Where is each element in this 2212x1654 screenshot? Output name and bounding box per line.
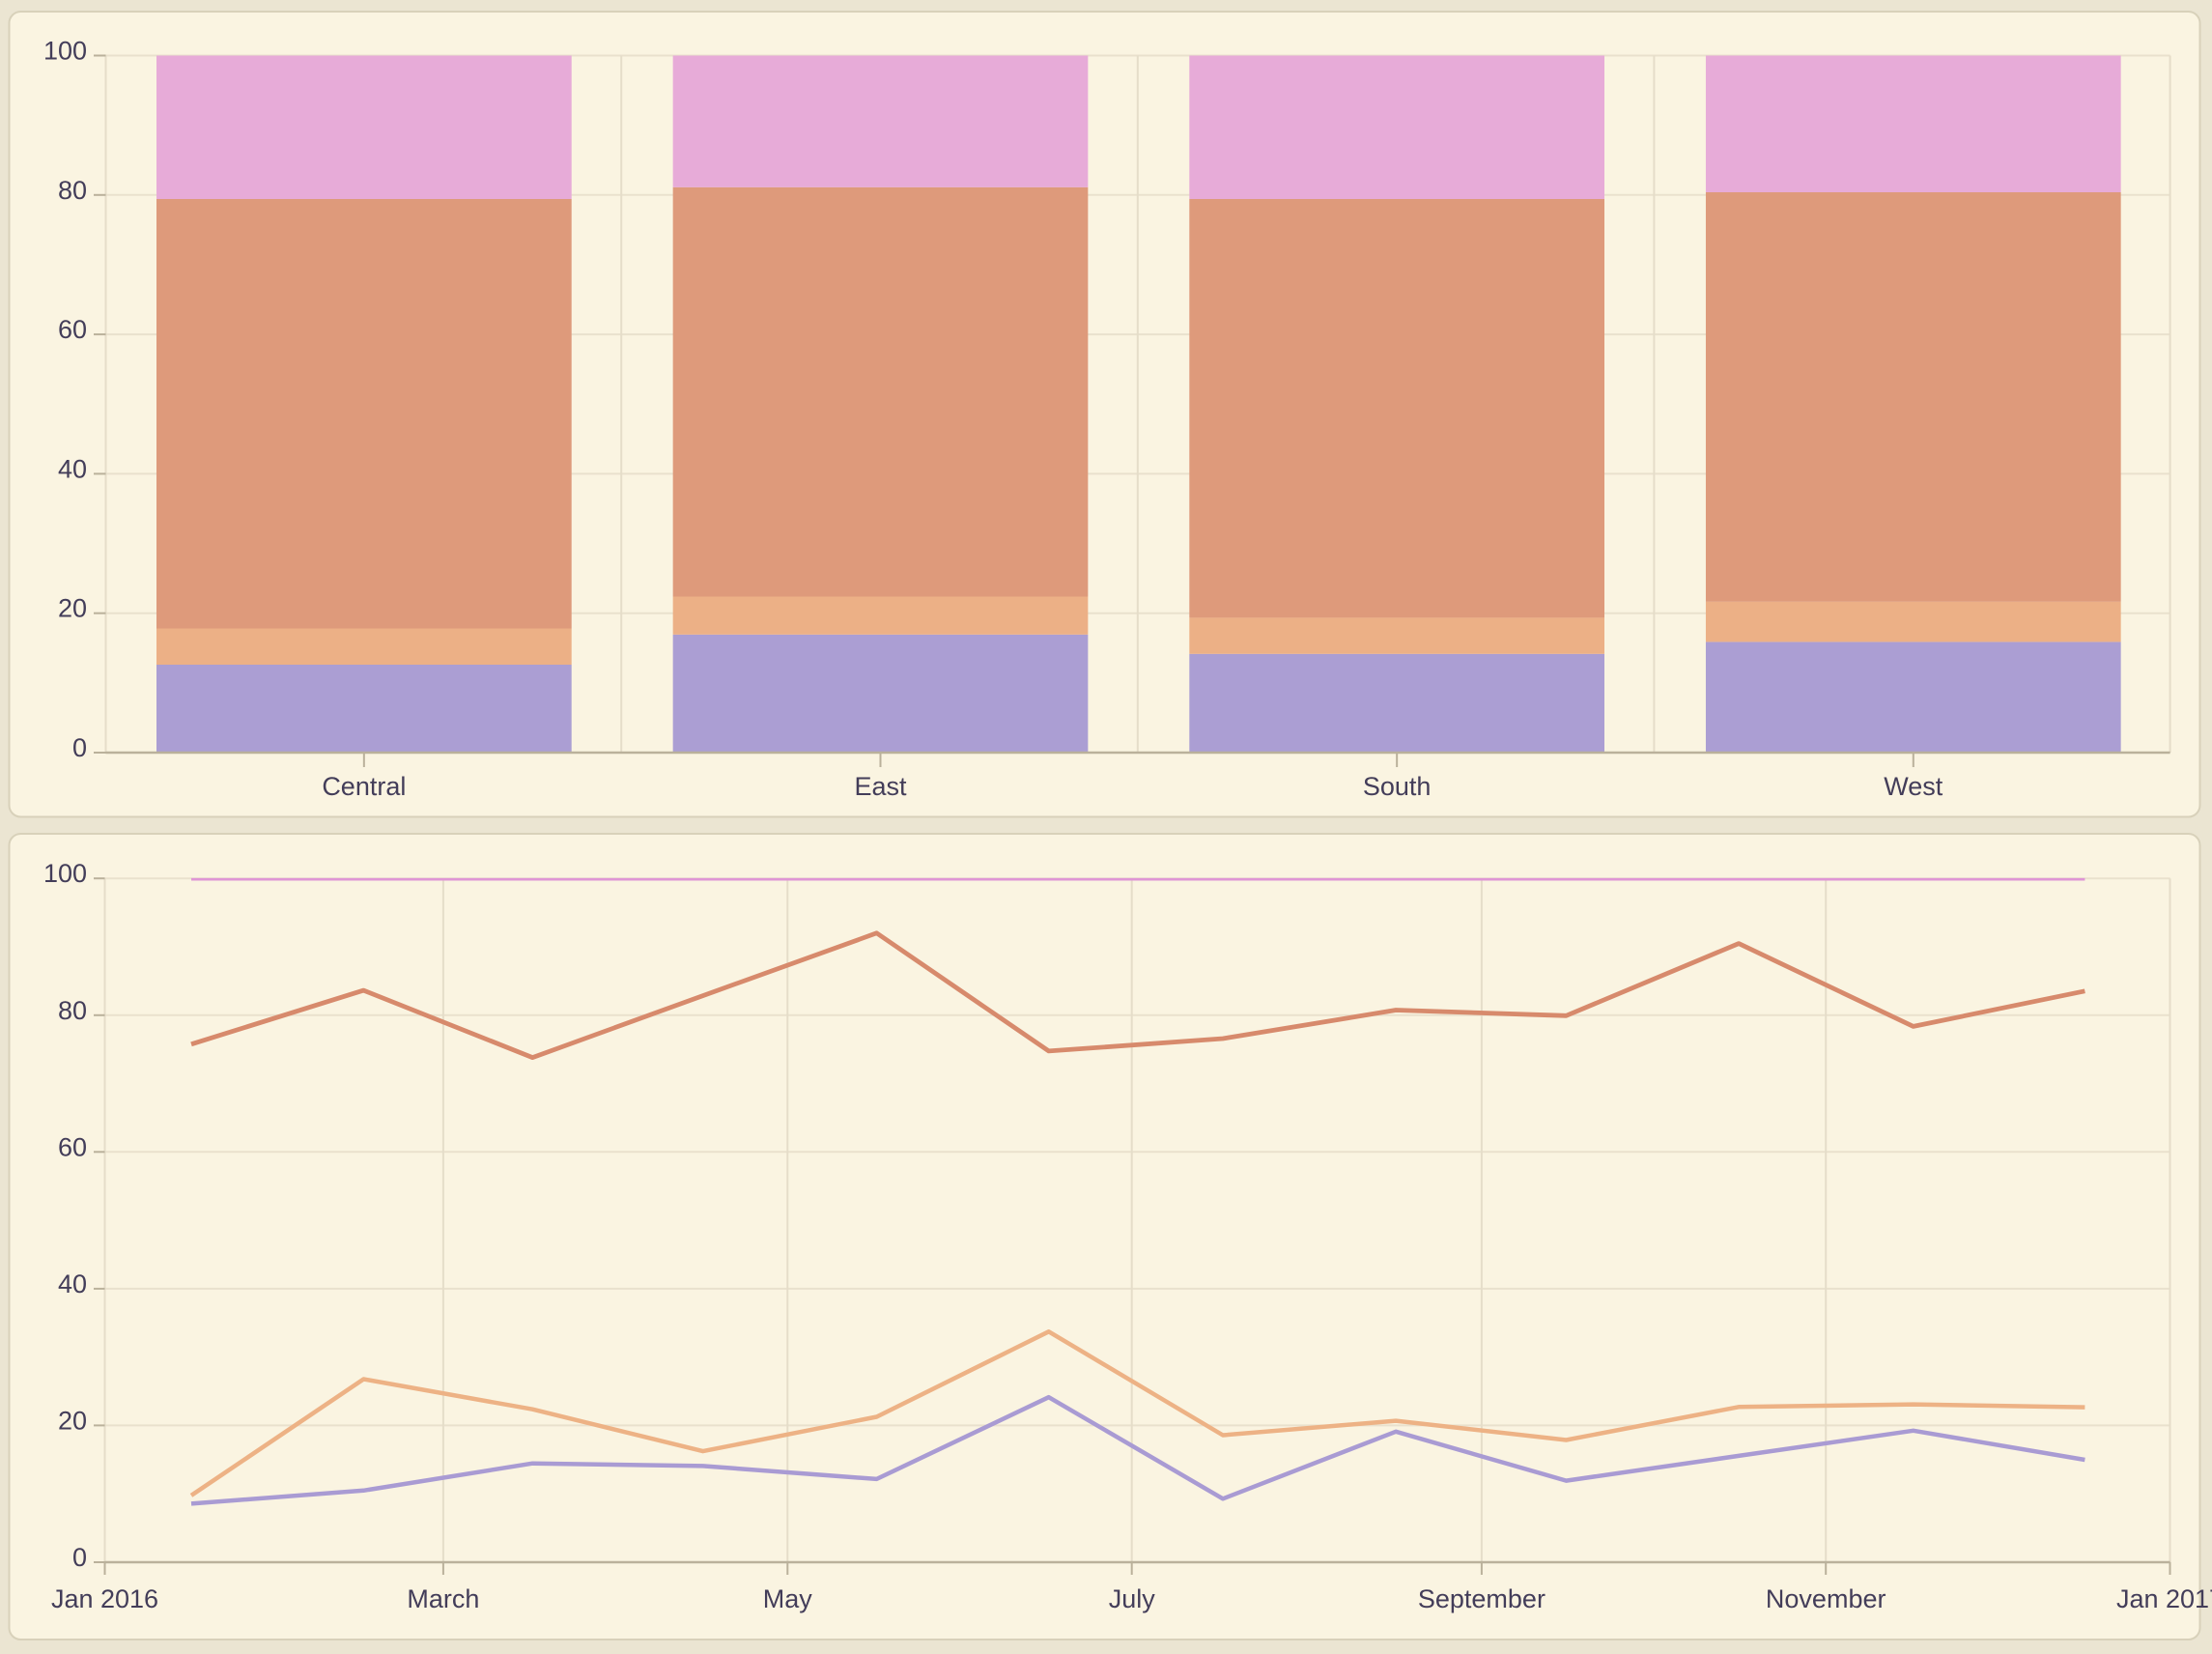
svg-text:60: 60 [58,315,87,344]
svg-text:May: May [763,1584,813,1613]
svg-text:September: September [1418,1584,1546,1613]
svg-text:July: July [1109,1584,1156,1613]
svg-text:March: March [407,1584,479,1613]
svg-text:0: 0 [72,1543,87,1572]
svg-text:Central: Central [322,772,406,801]
svg-text:20: 20 [58,1406,87,1435]
svg-text:40: 40 [58,1269,87,1298]
svg-text:0: 0 [72,733,87,762]
svg-text:100: 100 [43,859,87,888]
svg-text:South: South [1363,772,1432,801]
svg-text:60: 60 [58,1132,87,1161]
svg-text:80: 80 [58,176,87,205]
svg-text:East: East [854,772,907,801]
svg-text:Jan 2016: Jan 2016 [51,1584,158,1613]
svg-text:20: 20 [58,594,87,623]
svg-text:Jan 2017: Jan 2017 [2116,1584,2212,1613]
svg-text:West: West [1884,772,1943,801]
svg-text:November: November [1766,1584,1886,1613]
svg-text:80: 80 [58,996,87,1025]
svg-text:100: 100 [43,37,87,66]
svg-text:40: 40 [58,454,87,483]
